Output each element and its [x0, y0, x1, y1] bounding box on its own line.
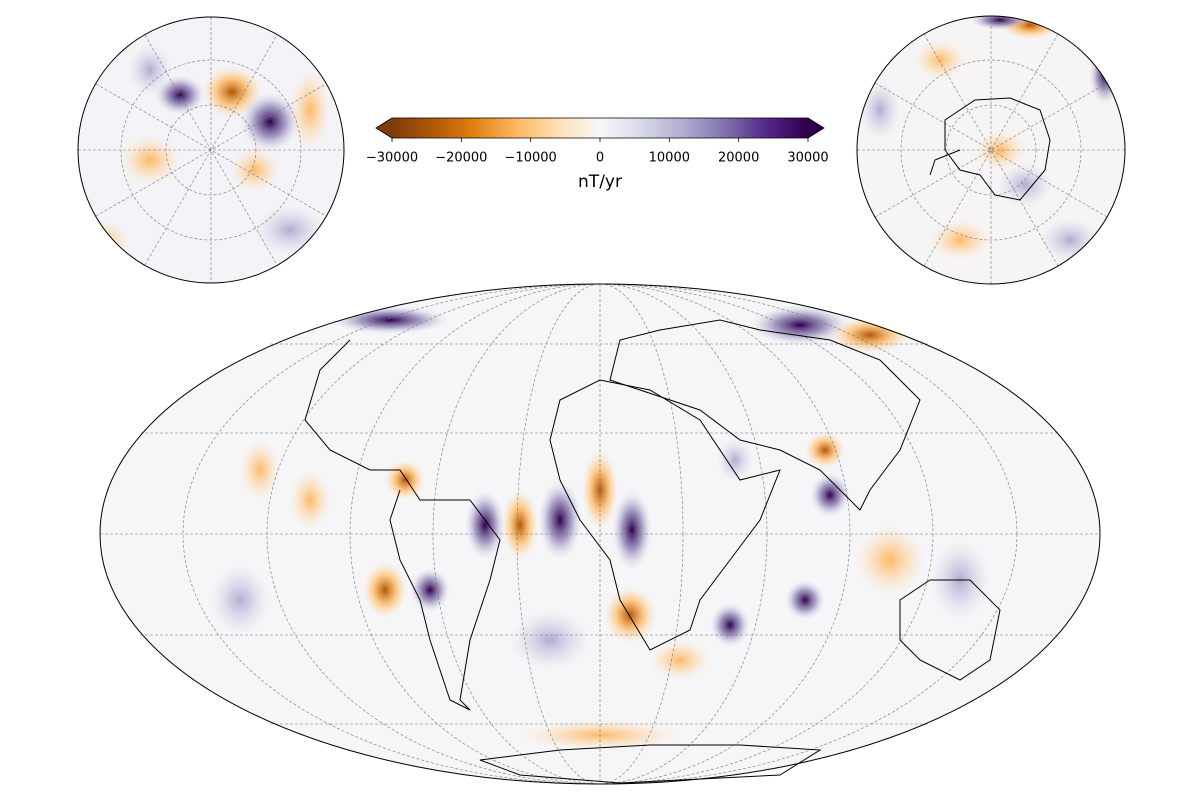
- colorbar-tick-label: −30000: [366, 151, 418, 166]
- coastlines: [304, 319, 1001, 784]
- colorbar-tick-label: −10000: [505, 151, 557, 166]
- colorbar-tick-label: −20000: [435, 151, 487, 166]
- colorbar-tick-label: 0: [596, 151, 604, 166]
- mollweide-map: [99, 283, 1101, 785]
- colorbar-gradient: [392, 118, 808, 138]
- colorbar-tick-label: 10000: [649, 151, 690, 166]
- north-polar-map: [77, 16, 345, 284]
- colorbar-label: nT/yr: [578, 172, 622, 192]
- colorbar-tick-label: 30000: [787, 151, 828, 166]
- colorbar: nT/yr −30000 −20000 −10000 0 10000 20000 30000: [366, 117, 829, 192]
- colorbar-tick-label: 20000: [718, 151, 759, 166]
- south-polar-map: [856, 15, 1126, 285]
- colorbar-extend-max: [808, 118, 824, 138]
- colorbar-extend-min: [376, 118, 392, 138]
